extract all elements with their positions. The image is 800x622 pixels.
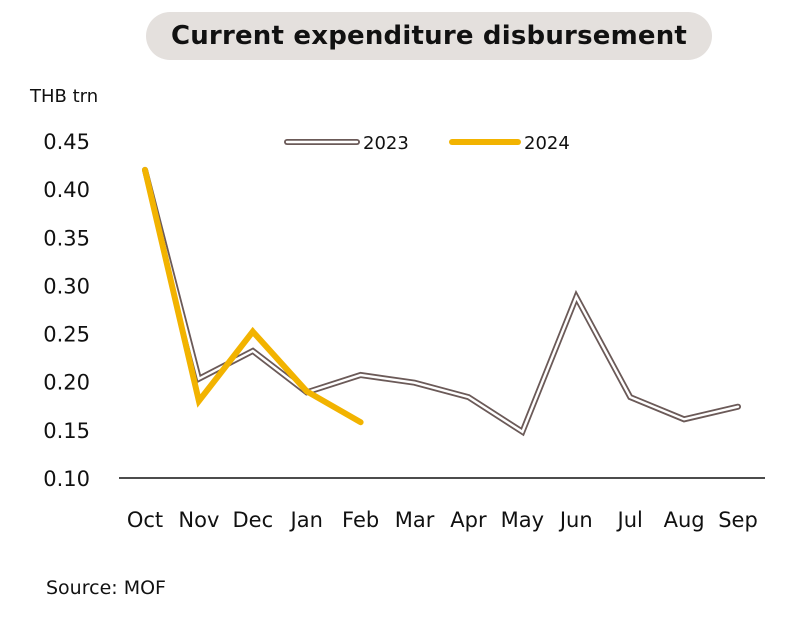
source-note: Source: MOF <box>46 577 166 599</box>
x-tick-label: Dec <box>232 508 273 532</box>
y-tick-label: 0.35 <box>43 226 90 250</box>
series-2024-line <box>142 166 364 426</box>
y-tick-label: 0.30 <box>43 274 90 298</box>
chart-title: Current expenditure disbursement <box>170 21 688 51</box>
y-axis-unit-label: THB trn <box>30 86 99 107</box>
y-tick-label: 0.40 <box>43 178 90 202</box>
y-tick-label: 0.15 <box>43 419 90 443</box>
series-2023-line-outer <box>142 166 741 437</box>
x-tick-label: May <box>501 508 544 532</box>
x-tick-label: Sep <box>718 508 758 532</box>
chart-title-pill: Current expenditure disbursement <box>146 12 712 60</box>
legend-label-2024: 2024 <box>524 133 570 154</box>
x-tick-label: Jan <box>289 508 323 532</box>
y-tick-label: 0.25 <box>43 323 90 347</box>
x-tick-label: Jul <box>616 508 643 532</box>
x-tick-label: Mar <box>395 508 435 532</box>
x-tick-label: Aug <box>664 508 705 532</box>
x-tick-label: Feb <box>342 508 379 532</box>
x-tick-label: Nov <box>178 508 219 532</box>
legend-label-2023: 2023 <box>363 133 409 154</box>
x-tick-label: Oct <box>127 508 163 532</box>
y-tick-label: 0.10 <box>43 467 90 491</box>
y-tick-label: 0.45 <box>43 130 90 154</box>
x-tick-label: Apr <box>450 508 487 532</box>
series-2023-line-inner <box>143 168 740 434</box>
y-tick-label: 0.20 <box>43 371 90 395</box>
x-tick-label: Jun <box>558 508 593 532</box>
